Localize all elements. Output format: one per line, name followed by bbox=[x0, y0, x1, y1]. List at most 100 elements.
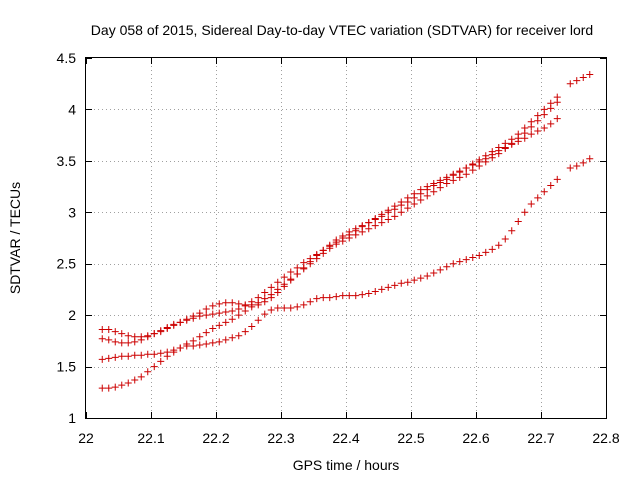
data-point-track-d bbox=[131, 376, 139, 384]
data-point-track-c bbox=[150, 350, 158, 358]
y-tick-label: 3 bbox=[68, 204, 76, 220]
data-point-track-c bbox=[215, 338, 223, 346]
data-point-track-c bbox=[209, 339, 217, 347]
grid-lines bbox=[86, 58, 606, 418]
data-point-track-c bbox=[254, 316, 262, 324]
data-point-track-d bbox=[118, 381, 126, 389]
data-point-track-c bbox=[124, 352, 132, 360]
data-point-track-d bbox=[430, 188, 438, 196]
data-point-track-d bbox=[287, 275, 295, 283]
data-point-track-b bbox=[547, 120, 555, 128]
data-point-track-d bbox=[209, 325, 217, 333]
y-tick-label: 4 bbox=[68, 101, 76, 117]
data-point-track-c bbox=[235, 332, 243, 340]
data-point-track-d bbox=[384, 215, 392, 223]
data-point-track-d bbox=[391, 212, 399, 220]
data-point-track-c bbox=[118, 352, 126, 360]
data-point-track-b bbox=[553, 115, 561, 123]
data-point-track-d bbox=[540, 111, 548, 119]
data-point-track-d bbox=[326, 244, 334, 252]
data-point-track-d bbox=[98, 384, 106, 392]
data-point-track-d bbox=[267, 291, 275, 299]
x-tick-label: 22.2 bbox=[202, 430, 229, 446]
data-point-track-d bbox=[183, 340, 191, 348]
data-point-track-b bbox=[397, 198, 405, 206]
data-point-track-d bbox=[378, 219, 386, 227]
data-point-track-b bbox=[287, 268, 295, 276]
data-point-track-b bbox=[449, 170, 457, 178]
data-point-track-c bbox=[384, 283, 392, 291]
data-point-track-b bbox=[534, 127, 542, 135]
plot-frame bbox=[85, 57, 607, 419]
data-point-track-b bbox=[144, 333, 152, 341]
data-point-track-c bbox=[280, 304, 288, 312]
data-point-track-d bbox=[150, 363, 158, 371]
data-point-track-c bbox=[157, 349, 165, 357]
data-point-track-d bbox=[280, 280, 288, 288]
data-point-track-d bbox=[248, 303, 256, 311]
data-point-track-c bbox=[248, 322, 256, 330]
data-point-track-d bbox=[202, 329, 210, 337]
data-point-track-a bbox=[98, 326, 106, 334]
x-tick-label: 22.7 bbox=[527, 430, 554, 446]
data-point-track-b bbox=[131, 338, 139, 346]
data-point-track-d bbox=[417, 196, 425, 204]
data-point-track-c bbox=[105, 354, 113, 362]
data-point-track-d bbox=[176, 344, 184, 352]
axis-ticks bbox=[86, 58, 607, 419]
y-tick-label: 1 bbox=[68, 410, 76, 426]
data-point-track-c bbox=[534, 194, 542, 202]
data-point-track-d bbox=[566, 80, 574, 88]
data-point-track-c bbox=[267, 306, 275, 314]
data-point-track-b bbox=[274, 278, 282, 286]
data-point-track-b bbox=[540, 124, 548, 132]
data-point-track-d bbox=[462, 170, 470, 178]
x-tick-label: 22.5 bbox=[397, 430, 424, 446]
data-point-track-d bbox=[475, 162, 483, 170]
data-point-track-b bbox=[371, 214, 379, 222]
data-point-track-c bbox=[430, 269, 438, 277]
data-point-track-d bbox=[111, 383, 119, 391]
data-point-track-d bbox=[482, 158, 490, 166]
x-tick-labels: 22 22.1 22.2 22.3 22.4 22.5 22.6 22.7 22.8 bbox=[78, 430, 620, 446]
data-point-track-d bbox=[157, 357, 165, 365]
data-point-track-d bbox=[228, 315, 236, 323]
data-point-track-c bbox=[417, 274, 425, 282]
data-point-track-c bbox=[469, 254, 477, 262]
data-point-track-d bbox=[105, 384, 113, 392]
data-point-track-c bbox=[332, 293, 340, 301]
data-point-track-c bbox=[378, 285, 386, 293]
data-point-track-d bbox=[306, 260, 314, 268]
data-point-track-a bbox=[215, 300, 223, 308]
x-axis-title: GPS time / hours bbox=[293, 457, 400, 473]
data-point-track-b bbox=[462, 164, 470, 172]
data-point-track-d bbox=[313, 255, 321, 263]
data-point-track-c bbox=[586, 155, 594, 163]
data-point-track-c bbox=[482, 248, 490, 256]
data-point-track-c bbox=[345, 292, 353, 300]
data-point-track-b bbox=[176, 318, 184, 326]
data-point-track-b bbox=[430, 179, 438, 187]
x-tick-label: 22.1 bbox=[137, 430, 164, 446]
data-point-track-d bbox=[358, 228, 366, 236]
data-point-track-a bbox=[111, 328, 119, 336]
data-point-track-c bbox=[293, 303, 301, 311]
data-point-track-c bbox=[475, 251, 483, 259]
data-point-track-c bbox=[573, 162, 581, 170]
data-point-track-d bbox=[300, 265, 308, 273]
data-point-track-d bbox=[144, 368, 152, 376]
data-point-track-c bbox=[111, 353, 119, 361]
data-point-track-c bbox=[137, 351, 145, 359]
data-point-track-c bbox=[326, 294, 334, 302]
data-point-track-b bbox=[98, 335, 106, 343]
y-tick-label: 4.5 bbox=[57, 50, 77, 66]
data-point-track-d bbox=[404, 204, 412, 212]
data-point-track-d bbox=[319, 249, 327, 257]
data-point-track-b bbox=[456, 167, 464, 175]
data-point-track-b bbox=[417, 186, 425, 194]
data-point-track-c bbox=[371, 287, 379, 295]
data-point-track-b bbox=[384, 206, 392, 214]
y-tick-label: 3.5 bbox=[57, 153, 77, 169]
data-point-track-c bbox=[443, 263, 451, 271]
